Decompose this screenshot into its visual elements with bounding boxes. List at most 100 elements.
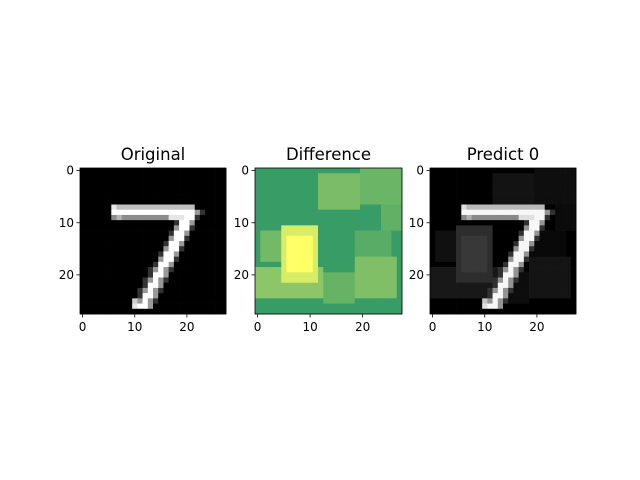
pixel-cell: [194, 267, 201, 273]
pixel-cell: [435, 251, 441, 257]
pixel-cell: [106, 188, 112, 195]
pixel-cell: [555, 178, 561, 184]
pixel-cell: [90, 209, 96, 216]
pixel-cell: [365, 308, 371, 315]
pixel-cell: [396, 298, 403, 304]
pixel-cell: [339, 168, 345, 174]
pixel-cell: [168, 194, 175, 200]
pixel-cell: [158, 303, 164, 310]
pixel-cell: [276, 287, 282, 294]
pixel-cell: [497, 214, 504, 221]
pixel-cell: [286, 298, 293, 304]
y-tick-label: 0: [416, 164, 424, 178]
pixel-cell: [318, 220, 324, 226]
pixel-cell: [534, 293, 540, 299]
pixel-cell: [430, 298, 436, 304]
pixel-cell: [297, 194, 303, 200]
pixel-cell: [265, 246, 272, 252]
pixel-cell: [132, 277, 138, 284]
pixel-cell: [461, 298, 467, 304]
pixel-cell: [121, 303, 128, 310]
pixel-cell: [349, 251, 356, 257]
pixel-cell: [365, 188, 371, 195]
pixel-cell: [116, 272, 123, 278]
pixel-cell: [461, 168, 467, 174]
pixel-cell: [312, 209, 319, 216]
pixel-cell: [461, 230, 467, 237]
pixel-cell: [215, 209, 222, 216]
pixel-cell: [513, 277, 519, 284]
pixel-cell: [168, 246, 175, 252]
pixel-cell: [163, 188, 169, 195]
pixel-cell: [487, 194, 493, 200]
pixel-cell: [461, 303, 467, 310]
pixel-cell: [318, 225, 324, 231]
pixel-cell: [163, 287, 169, 294]
pixel-cell: [339, 267, 345, 273]
pixel-cell: [80, 188, 86, 195]
pixel-cell: [137, 173, 143, 179]
pixel-cell: [492, 220, 499, 226]
pixel-cell: [126, 194, 133, 200]
pixel-cell: [549, 267, 556, 273]
pixel-cell: [168, 230, 175, 237]
pixel-cell: [381, 178, 387, 184]
pixel-cell: [116, 183, 123, 190]
pixel-cell: [111, 241, 117, 247]
pixel-cell: [255, 168, 261, 174]
pixel-cell: [381, 308, 387, 315]
pixel-cell: [492, 214, 499, 221]
pixel-cell: [476, 194, 483, 200]
pixel-cell: [276, 298, 282, 304]
pixel-cell: [349, 308, 356, 315]
pixel-cell: [126, 298, 133, 304]
pixel-cell: [142, 256, 149, 263]
pixel-cell: [544, 308, 551, 315]
pixel-cell: [482, 256, 488, 263]
pixel-cell: [173, 220, 180, 226]
pixel-cell: [163, 308, 169, 315]
pixel-cell: [482, 209, 488, 216]
pixel-cell: [137, 214, 143, 221]
pixel-cell: [396, 287, 403, 294]
pixel-cell: [476, 168, 483, 174]
pixel-cell: [132, 235, 138, 242]
pixel-cell: [344, 235, 350, 242]
pixel-cell: [100, 183, 107, 190]
pixel-cell: [370, 209, 377, 216]
pixel-cell: [349, 272, 356, 278]
pixel-cell: [158, 267, 164, 273]
pixel-cell: [365, 173, 371, 179]
pixel-cell: [215, 246, 222, 252]
pixel-cell: [523, 183, 530, 190]
pixel-cell: [471, 214, 478, 221]
pixel-cell: [126, 188, 133, 195]
pixel-cell: [440, 178, 446, 184]
pixel-cell: [339, 282, 345, 289]
pixel-cell: [153, 251, 159, 257]
pixel-cell: [95, 251, 102, 257]
pixel-cell: [215, 225, 222, 231]
pixel-cell: [487, 178, 493, 184]
pixel-cell: [328, 277, 335, 284]
pixel-cell: [281, 298, 287, 304]
pixel-cell: [497, 168, 504, 174]
pixel-cell: [440, 168, 446, 174]
pixel-cell: [111, 204, 117, 211]
pixel-cell: [435, 261, 441, 268]
pixel-cell: [508, 287, 514, 294]
pixel-cell: [544, 298, 551, 304]
pixel-cell: [360, 256, 366, 263]
pixel-cell: [354, 256, 361, 263]
pixel-cell: [565, 267, 572, 273]
pixel-cell: [497, 209, 504, 216]
pixel-cell: [370, 293, 377, 299]
pixel-cell: [323, 199, 329, 205]
pixel-cell: [260, 214, 266, 221]
pixel-cell: [126, 209, 133, 216]
pixel-cell: [435, 220, 441, 226]
pixel-cell: [466, 214, 473, 221]
pixel-cell: [80, 199, 86, 205]
pixel-cell: [570, 188, 577, 195]
